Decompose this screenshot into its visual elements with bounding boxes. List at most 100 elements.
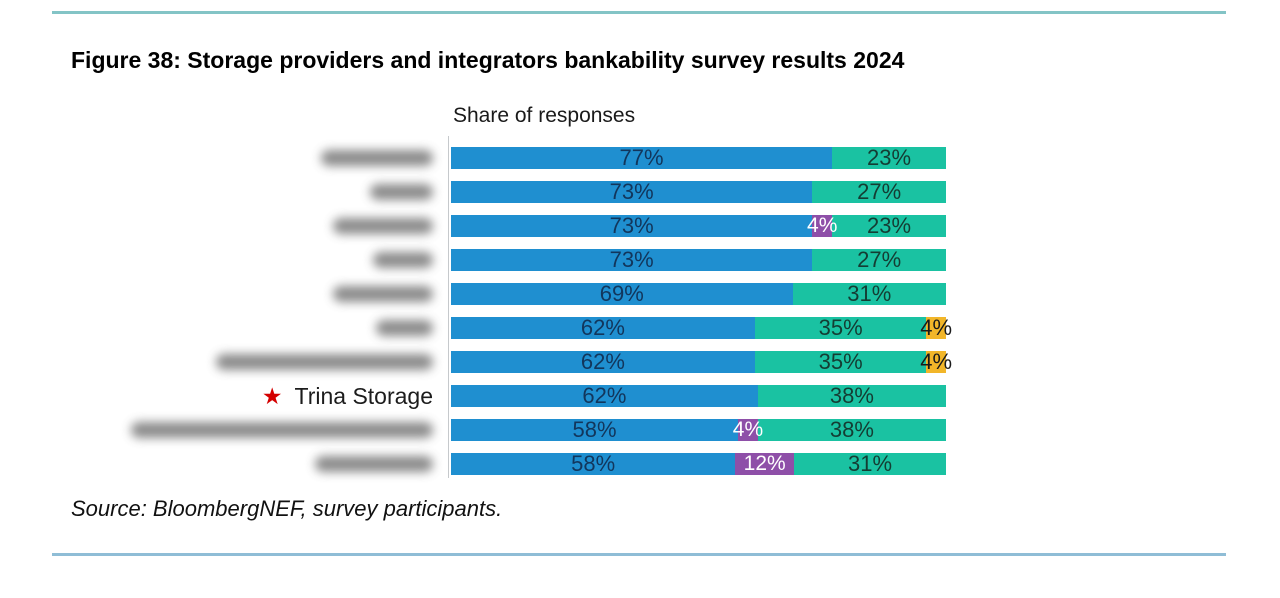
bar-segment-value: 58% — [571, 451, 616, 476]
bar-segment-value: 27% — [857, 247, 902, 272]
row-label — [0, 320, 433, 336]
bar-segment-value: 31% — [847, 281, 892, 306]
bar-segment-green: 23% — [832, 145, 946, 170]
redacted-label — [373, 252, 433, 268]
bar-segment-blue: 77% — [451, 145, 833, 170]
chart-row: 62% 35% 4% — [0, 315, 1280, 340]
axis-title: Share of responses — [453, 104, 636, 127]
bar-segment-value: 4% — [920, 349, 953, 374]
stacked-bar: 62% 35% 4% — [451, 349, 952, 374]
redacted-label — [131, 422, 433, 438]
chart-row: 73% 27% — [0, 179, 1280, 204]
bar-segment-yellow: 4% — [920, 315, 952, 340]
redacted-label — [315, 456, 433, 472]
chart-row: ★ Trina Storage 62% 38% — [0, 383, 1280, 410]
bar-segment-purple: 4% — [733, 418, 763, 441]
bar-segment-value: 27% — [857, 179, 902, 204]
y-axis-line — [448, 136, 449, 478]
bar-segment-value: 62% — [582, 383, 627, 408]
stacked-bar: 77% 23% — [451, 145, 946, 170]
row-label — [0, 456, 433, 472]
chart-row: 58% 4% 38% — [0, 417, 1280, 442]
redacted-label — [333, 286, 433, 302]
bar-segment-value: 62% — [580, 349, 625, 374]
row-label — [0, 184, 433, 200]
bar-segment-value: 73% — [609, 213, 654, 238]
bar-segment-green: 35% — [754, 349, 927, 374]
row-label — [0, 354, 433, 370]
bar-segment-blue: 62% — [451, 349, 755, 374]
bar-segment-value: 12% — [743, 452, 786, 475]
redacted-label — [321, 150, 433, 166]
bottom-rule — [52, 553, 1226, 556]
bar-segment-value: 4% — [920, 315, 953, 340]
bar-segment-blue: 73% — [451, 247, 813, 272]
bar-segment-value: 62% — [580, 315, 625, 340]
bar-segment-value: 4% — [732, 418, 764, 441]
bar-segment-value: 4% — [807, 214, 838, 237]
stacked-bar: 69% 31% — [451, 281, 946, 306]
bar-segment-value: 35% — [818, 315, 863, 340]
stacked-bar: 62% 35% 4% — [451, 315, 952, 340]
stacked-bar: 58% 4% 38% — [451, 417, 946, 442]
top-rule — [52, 11, 1226, 14]
bar-segment-blue: 73% — [451, 213, 813, 238]
row-label — [0, 150, 433, 166]
redacted-label — [370, 184, 433, 200]
row-label — [0, 286, 433, 302]
chart-row: 77% 23% — [0, 145, 1280, 170]
source-note: Source: BloombergNEF, survey participant… — [71, 496, 503, 521]
row-label: ★ Trina Storage — [0, 383, 433, 410]
chart-row: 58% 12% 31% — [0, 451, 1280, 476]
row-label-text: Trina Storage — [294, 382, 434, 409]
bar-segment-green: 35% — [754, 315, 927, 340]
bar-segment-green: 31% — [794, 451, 946, 476]
bar-segment-blue: 58% — [451, 417, 739, 442]
bar-segment-blue: 58% — [451, 451, 736, 476]
chart-row: 69% 31% — [0, 281, 1280, 306]
bar-segment-blue: 62% — [451, 383, 758, 408]
row-label — [0, 422, 433, 438]
redacted-label — [333, 218, 433, 234]
bankability-bar-chart: 77% 23% 73% 27% 73% 4% 23% 73% 27% 69% 31% 62% 35% 4%… — [0, 136, 1280, 478]
chart-row: 73% 4% 23% — [0, 213, 1280, 238]
bar-segment-value: 23% — [867, 145, 912, 170]
bar-segment-value: 31% — [848, 451, 893, 476]
bar-segment-value: 77% — [619, 145, 664, 170]
bar-segment-value: 69% — [599, 281, 644, 306]
bar-segment-value: 73% — [609, 247, 654, 272]
bar-segment-value: 73% — [609, 179, 654, 204]
stacked-bar: 62% 38% — [451, 383, 946, 408]
chart-row: 73% 27% — [0, 247, 1280, 272]
bar-segment-green: 23% — [832, 213, 946, 238]
bar-segment-green: 31% — [792, 281, 946, 306]
bar-segment-value: 35% — [818, 349, 863, 374]
figure-title: Figure 38: Storage providers and integra… — [71, 47, 905, 73]
bar-segment-green: 38% — [757, 383, 946, 408]
stacked-bar: 73% 27% — [451, 179, 946, 204]
row-label — [0, 218, 433, 234]
stacked-bar: 73% 4% 23% — [451, 213, 946, 238]
bar-segment-blue: 62% — [451, 315, 755, 340]
bar-segment-blue: 69% — [451, 281, 793, 306]
bar-segment-value: 38% — [829, 417, 874, 442]
redacted-label — [376, 320, 433, 336]
bar-segment-green: 27% — [812, 179, 946, 204]
row-label — [0, 252, 433, 268]
bar-segment-green: 38% — [757, 417, 946, 442]
bar-segment-purple: 4% — [807, 214, 837, 237]
bar-segment-value: 58% — [572, 417, 617, 442]
stacked-bar: 73% 27% — [451, 247, 946, 272]
redacted-label — [216, 354, 433, 370]
bar-segment-green: 27% — [812, 247, 946, 272]
chart-rows: 77% 23% 73% 27% 73% 4% 23% 73% 27% 69% 31% 62% 35% 4%… — [0, 145, 1280, 476]
bar-segment-yellow: 4% — [920, 349, 952, 374]
bar-segment-purple: 12% — [735, 452, 795, 475]
star-icon: ★ — [261, 382, 283, 409]
bar-segment-blue: 73% — [451, 179, 813, 204]
chart-row: 62% 35% 4% — [0, 349, 1280, 374]
stacked-bar: 58% 12% 31% — [451, 451, 946, 476]
bar-segment-value: 38% — [829, 383, 874, 408]
bar-segment-value: 23% — [867, 213, 912, 238]
